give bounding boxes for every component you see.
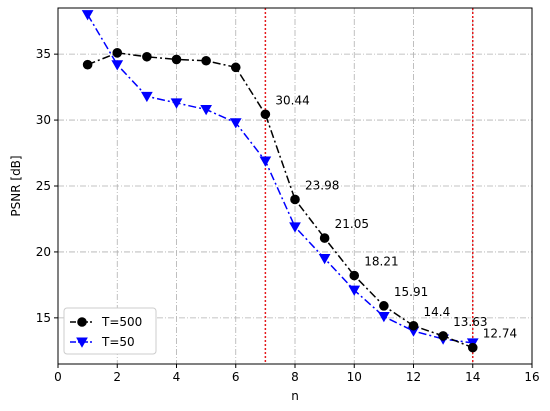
data-point	[378, 312, 390, 323]
x-tick-label: 8	[291, 370, 299, 384]
data-point	[348, 285, 361, 296]
data-label: 30.44	[275, 93, 309, 107]
data-point	[438, 331, 448, 341]
x-tick-label: 10	[347, 370, 362, 384]
vertical-reference-lines	[264, 8, 474, 364]
legend-item: T=500	[70, 315, 142, 329]
data-point	[319, 233, 330, 243]
series-t-50	[81, 10, 479, 349]
x-tick-label: 12	[406, 370, 421, 384]
data-point	[112, 48, 123, 58]
data-point	[260, 109, 271, 120]
data-point	[81, 10, 94, 21]
y-tick-label: 25	[36, 179, 51, 193]
data-point	[201, 55, 211, 66]
data-point	[76, 337, 88, 348]
series-line	[86, 14, 473, 344]
data-label: 13.63	[453, 315, 487, 329]
data-point	[82, 59, 93, 70]
data-point	[171, 54, 182, 65]
data-point	[229, 118, 242, 129]
data-point	[259, 156, 272, 167]
y-axis-label: PSNR [dB]	[9, 155, 23, 216]
data-point	[77, 317, 87, 327]
x-tick-label: 14	[465, 370, 480, 384]
data-label: 18.21	[364, 255, 398, 269]
data-point	[467, 342, 478, 353]
y-tick-label: 30	[36, 113, 51, 127]
data-point	[230, 62, 241, 73]
series-t-500	[82, 48, 478, 353]
data-point	[200, 105, 212, 116]
x-tick-label: 0	[54, 370, 62, 384]
x-tick-label: 4	[173, 370, 181, 384]
x-axis-label: n	[291, 389, 299, 403]
y-tick-label: 20	[36, 245, 51, 259]
data-point	[379, 301, 389, 311]
x-tick-label: 16	[524, 370, 539, 384]
legend: T=500 T=50	[63, 307, 157, 355]
data-point	[349, 270, 360, 281]
data-label: 12.74	[483, 327, 517, 341]
series-line	[87, 52, 474, 349]
data-point	[111, 60, 124, 71]
data-point	[141, 91, 153, 103]
series-group	[81, 10, 479, 353]
data-point	[318, 254, 331, 265]
legend-label: T=500	[101, 315, 142, 329]
data-point	[290, 194, 300, 205]
y-tick-label: 15	[36, 311, 51, 325]
data-label: 23.98	[305, 178, 339, 192]
data-point	[408, 320, 419, 331]
legend-label: T=50	[101, 335, 135, 349]
x-tick-label: 2	[113, 370, 121, 384]
y-tick-label: 35	[36, 47, 51, 61]
data-point	[142, 51, 152, 62]
data-label: 21.05	[335, 217, 369, 231]
data-point	[170, 98, 183, 109]
data-label: 15.91	[394, 285, 428, 299]
legend-item: T=50	[70, 335, 135, 349]
x-tick-label: 6	[232, 370, 240, 384]
ticks: 0 2 4 6 8 10 12 14 16 15 20 25 30 35	[36, 47, 540, 384]
data-label: 14.4	[424, 305, 451, 319]
data-point	[289, 222, 301, 233]
